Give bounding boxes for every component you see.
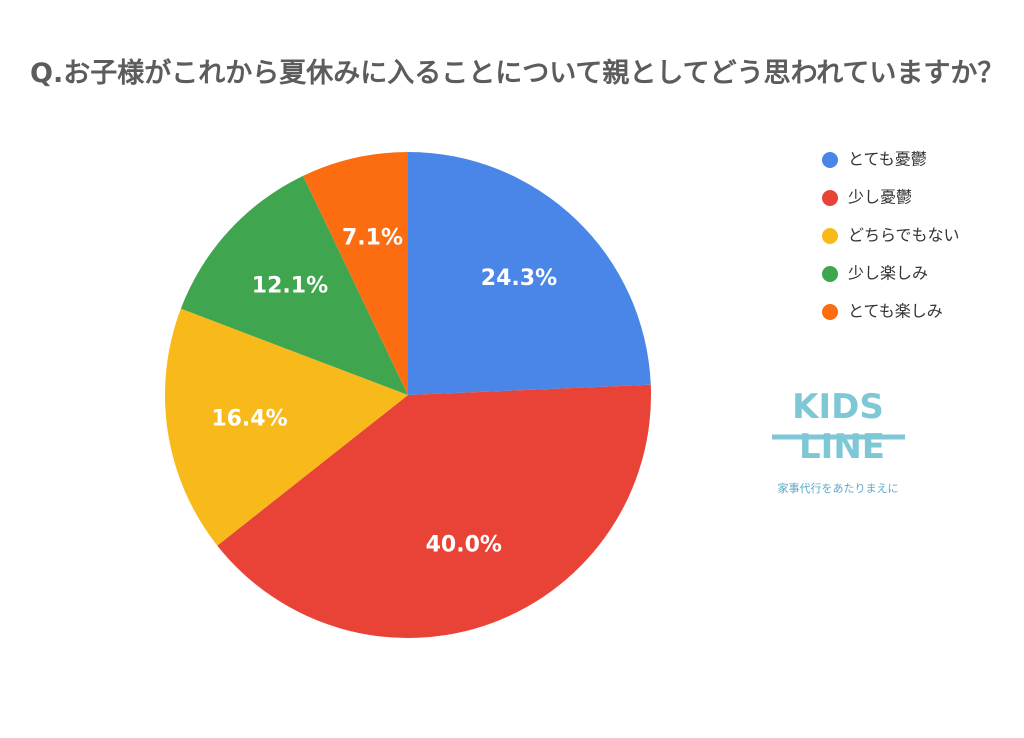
- legend-label: 少し楽しみ: [848, 264, 928, 283]
- pie-slice: [303, 152, 408, 395]
- logo-text: LINE: [799, 427, 885, 467]
- legend-swatch: [822, 152, 838, 168]
- pie-slice: [165, 308, 408, 546]
- legend-label: とても楽しみ: [848, 302, 943, 321]
- logo-tagline: 家事代行をあたりまえに: [778, 481, 899, 495]
- chart-title: Q.お子様がこれから夏休みに入ることについて親としてどう思われていますか？: [30, 58, 1005, 89]
- pie-slice: [217, 384, 652, 638]
- data-label: 24.3%: [481, 266, 557, 291]
- pie-slice: [180, 175, 408, 395]
- legend-swatch: [822, 266, 838, 282]
- data-label: 40.0%: [426, 532, 502, 557]
- logo-text: KIDS: [792, 387, 884, 427]
- data-label: 7.1%: [342, 226, 403, 251]
- legend-label: どちらでもない: [848, 226, 960, 245]
- legend-swatch: [822, 190, 838, 206]
- legend-label: 少し憂鬱: [848, 188, 912, 207]
- pie-slice: [408, 152, 651, 395]
- legend-swatch: [822, 304, 838, 320]
- legend-swatch: [822, 228, 838, 244]
- logo: KIDS LINE 家事代行をあたりまえに: [772, 387, 905, 495]
- data-label: 12.1%: [252, 273, 328, 298]
- data-label: 16.4%: [211, 406, 287, 431]
- legend-label: とても憂鬱: [848, 150, 927, 169]
